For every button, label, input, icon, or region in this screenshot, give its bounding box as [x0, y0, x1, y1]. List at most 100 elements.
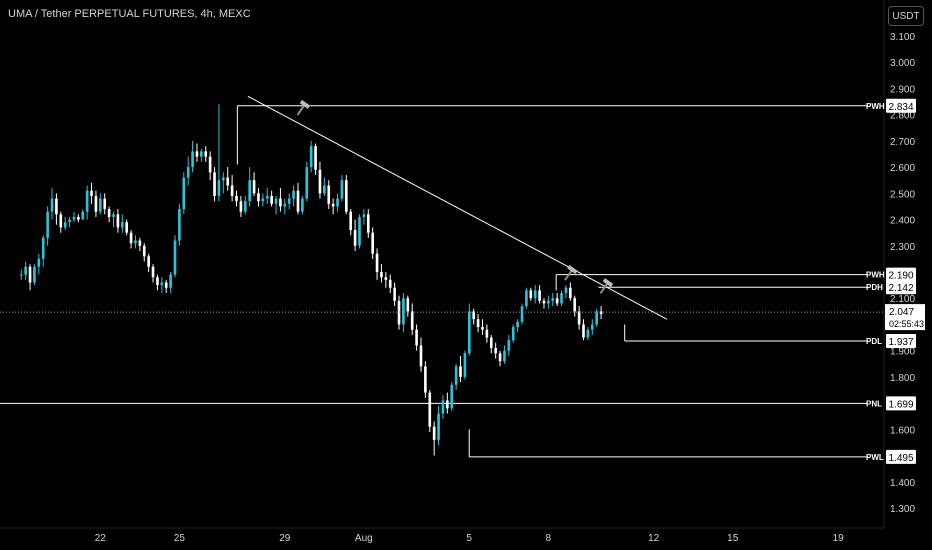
trendline-group: [247, 95, 668, 320]
candle-body: [454, 366, 458, 385]
candle-body: [432, 426, 436, 440]
price-tick-label: 2.700: [890, 137, 915, 148]
candle: [46, 206, 49, 246]
candle-body: [213, 172, 216, 196]
candle: [125, 219, 129, 236]
candle: [173, 235, 177, 278]
candle: [485, 324, 489, 343]
candle: [340, 174, 344, 202]
candle-body: [323, 185, 326, 194]
candle: [446, 392, 449, 414]
candle-body: [301, 198, 304, 212]
hammer-handle: [564, 269, 573, 281]
hammer-annotations: [296, 99, 614, 294]
candle-body: [481, 327, 484, 330]
candle: [138, 237, 142, 252]
candle: [314, 143, 317, 175]
candles-group: [19, 104, 603, 456]
candle: [90, 182, 93, 204]
candle: [419, 337, 423, 372]
level-name-label: PWH: [866, 271, 885, 280]
currency-button[interactable]: USDT: [888, 6, 924, 26]
candle: [94, 190, 98, 217]
candle: [555, 292, 559, 307]
time-tick-label: 5: [466, 533, 472, 544]
candle-body: [138, 240, 142, 246]
candle-body: [582, 324, 585, 338]
candle-body: [160, 282, 164, 286]
candle-body: [538, 290, 541, 301]
candle: [349, 209, 353, 236]
candle-body: [551, 298, 555, 301]
candle: [353, 219, 357, 252]
candle-body: [441, 400, 445, 414]
candle: [415, 324, 418, 351]
level-price-tag: 1.699: [888, 399, 913, 410]
level-price-tag: 1.937: [888, 337, 913, 348]
candle-body: [406, 298, 410, 312]
candle-body: [107, 209, 111, 217]
candle: [169, 272, 172, 293]
candle: [41, 235, 45, 267]
candle: [270, 190, 273, 207]
candle: [191, 140, 194, 173]
candle-body: [59, 214, 63, 228]
candle: [406, 295, 410, 317]
candle: [186, 156, 190, 186]
level-price-tag: 2.142: [888, 283, 913, 294]
hammer-icon: [296, 99, 311, 116]
candle: [134, 235, 137, 249]
candle: [50, 188, 54, 220]
candle-body: [485, 329, 489, 338]
candle-body: [463, 353, 467, 377]
chart-title: UMA / Tether PERPETUAL FUTURES, 4h, MEXC: [8, 8, 251, 20]
candle: [397, 295, 401, 330]
time-axis[interactable]: 22 25 29 Aug 5 8 12 15 19: [95, 533, 844, 544]
hammer-handle: [296, 104, 306, 116]
candle: [252, 172, 256, 196]
candle: [24, 261, 27, 280]
candle: [498, 350, 502, 367]
candle: [213, 167, 216, 202]
candle-body: [283, 203, 287, 207]
candle-body: [217, 180, 221, 196]
candle-body: [200, 151, 203, 157]
price-tick-label: 3.000: [890, 58, 915, 69]
candle: [599, 306, 603, 320]
candle: [463, 350, 467, 380]
candle-body: [507, 340, 511, 351]
candle: [494, 342, 497, 359]
candle-body: [81, 211, 85, 220]
candle: [393, 282, 396, 307]
hammer-head: [602, 278, 614, 288]
candle-body: [243, 201, 247, 212]
candle-body: [173, 240, 177, 275]
hammer-icon: [564, 265, 578, 281]
candle-body: [257, 193, 260, 202]
candle-body: [134, 240, 137, 244]
candle-body: [437, 413, 440, 440]
countdown-tag: 02:55:43: [889, 319, 924, 329]
price-tick-label: 2.800: [890, 111, 915, 122]
candle-body: [529, 290, 533, 299]
candle-body: [222, 177, 225, 181]
candle: [441, 395, 445, 419]
candle: [178, 203, 181, 246]
candle: [19, 269, 23, 280]
candle: [279, 188, 282, 212]
candle: [331, 198, 335, 215]
level-price-tag: 2.190: [888, 271, 913, 282]
candle-body: [24, 266, 27, 275]
candle: [503, 345, 506, 364]
price-tick-label: 2.500: [890, 189, 915, 200]
candle-body: [90, 190, 93, 196]
candle: [248, 167, 251, 207]
candle: [384, 272, 388, 288]
candle-body: [147, 256, 150, 267]
candle: [402, 292, 405, 333]
candle: [99, 193, 102, 215]
candle-body: [239, 201, 243, 212]
candle: [283, 198, 287, 215]
candle-body: [467, 311, 471, 354]
